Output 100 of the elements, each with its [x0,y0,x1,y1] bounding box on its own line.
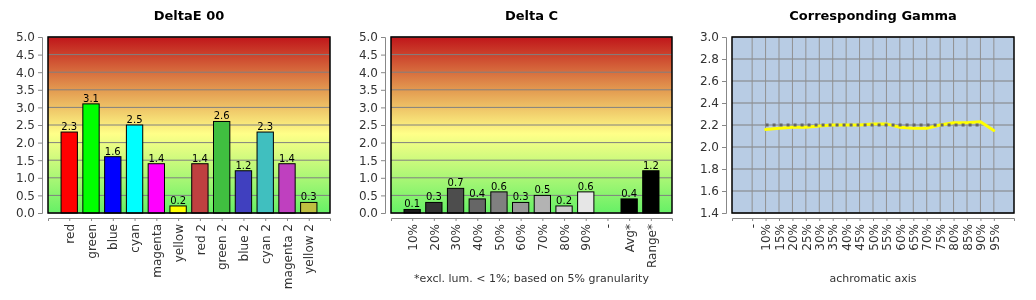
x-tick-label: 50% [492,224,507,251]
x-tick-label: blue 2 [237,224,252,262]
x-axis-title: achromatic axis [829,272,917,285]
x-tick-label: 70% [920,224,935,251]
x-tick-label: 50% [866,224,881,251]
x-tick-label: cyan [128,224,143,253]
y-tick-label: 2.6 [699,74,719,89]
data-label: 1.4 [191,152,208,164]
x-tick-label: 45% [853,224,868,251]
x-tick-label: 75% [933,224,948,251]
x-tick-label: 80% [557,224,572,251]
x-tick-label: - [745,224,760,229]
x-tick-label: 10% [405,224,420,251]
y-tick-label: 0.5 [15,188,35,203]
y-tick-label: 1.8 [699,162,719,177]
x-tick-label: magenta 2 [280,224,295,290]
y-tick-label: 1.5 [15,153,35,168]
x-tick-label: 30% [449,224,464,251]
x-tick-label: 30% [812,224,827,251]
y-tick-label: 4.0 [358,65,378,80]
data-label: 2.5 [126,114,143,125]
y-tick-label: 2.0 [358,135,378,150]
x-tick-label: Avg* [622,224,637,253]
x-tick-label: 60% [893,224,908,251]
y-tick-label: 2.2 [699,118,719,133]
y-tick-label: 3.5 [15,83,35,98]
x-tick-label: red 2 [193,224,208,256]
y-tick-label: 5.0 [358,30,378,45]
x-tick-label: 25% [799,224,814,251]
y-tick-label: 0.5 [358,188,378,203]
x-tick-label: red [62,224,77,244]
x-tick-label: 15% [772,224,787,251]
data-label: 0.3 [512,191,529,203]
x-tick-label: 40% [470,224,485,251]
y-tick-label: 1.5 [358,153,378,168]
data-label: 3.1 [83,92,99,104]
data-label: 2.3 [61,121,78,133]
x-tick-label: 60% [514,224,529,251]
chart-title: DeltaE 00 [153,8,225,23]
text: *excl. lum. < 1%; based on 5% granularity [414,272,650,285]
y-tick-label: 2.8 [699,52,719,67]
x-tick-label: 55% [880,224,895,251]
data-label: 1.4 [279,152,295,164]
y-tick-label: 2.4 [699,96,719,111]
y-tick-label: 3.5 [358,83,378,98]
x-tick-label: magenta [150,224,165,278]
data-label: 0.3 [300,191,317,203]
x-tick-label: Range* [644,224,659,269]
data-label: 0.6 [577,180,594,192]
x-tick-label: 10% [759,224,774,251]
x-tick-label: 35% [826,224,841,251]
y-tick-label: 2.0 [15,135,35,150]
x-tick-label: 65% [906,224,921,251]
x-tick-label: blue [106,224,121,250]
x-tick-label: yellow [171,223,186,263]
data-label: 0.4 [621,187,638,199]
x-tick-label: - [601,224,616,229]
y-tick-label: 3.0 [15,100,35,115]
y-tick-label: 1.6 [699,184,719,199]
y-tick-label: 4.5 [358,47,378,62]
data-label: 0.1 [404,198,421,210]
data-label: 0.6 [491,180,507,192]
data-label: 2.3 [257,121,274,133]
data-label: 1.2 [235,159,252,171]
x-tick-label: 90% [579,224,594,251]
y-tick-label: 2.5 [358,118,378,133]
data-label: 0.5 [534,184,551,196]
x-tick-label: 40% [839,224,854,251]
chart-title: Corresponding Gamma [789,8,957,23]
chart-title: Delta C [504,8,559,23]
data-label: 2.6 [213,110,230,122]
y-tick-label: 0.0 [15,206,35,221]
y-tick-label: 4.0 [15,65,35,80]
x-tick-label: 95% [987,224,1002,251]
y-tick-label: 1.0 [358,171,378,186]
y-tick-label: 3.0 [699,30,719,45]
x-tick-label: 70% [536,224,551,251]
x-tick-label: green [84,224,99,259]
y-tick-label: 3.0 [358,100,378,115]
x-tick-label: yellow 2 [302,224,317,274]
data-label: 0.2 [170,194,187,206]
y-tick-label: 2.0 [699,140,719,155]
y-tick-label: 2.5 [15,118,35,133]
y-tick-label: 4.5 [15,47,35,62]
y-tick-label: 1.4 [699,206,719,221]
x-tick-label: 90% [974,224,989,251]
data-label: 1.6 [104,145,121,157]
y-tick-label: 0.0 [358,206,378,221]
data-label: 0.7 [447,177,464,189]
data-label: 0.2 [556,194,572,206]
y-tick-label: 1.0 [15,171,35,186]
y-tick-label: 5.0 [15,30,35,45]
data-label: 0.4 [469,187,486,199]
x-tick-label: 20% [786,224,801,251]
data-label: 1.4 [148,152,165,164]
x-tick-label: 20% [427,224,442,251]
data-label: 1.2 [642,159,659,171]
x-tick-label: cyan 2 [258,224,273,265]
x-tick-label: 85% [960,224,975,251]
x-tick-label: green 2 [215,224,230,271]
